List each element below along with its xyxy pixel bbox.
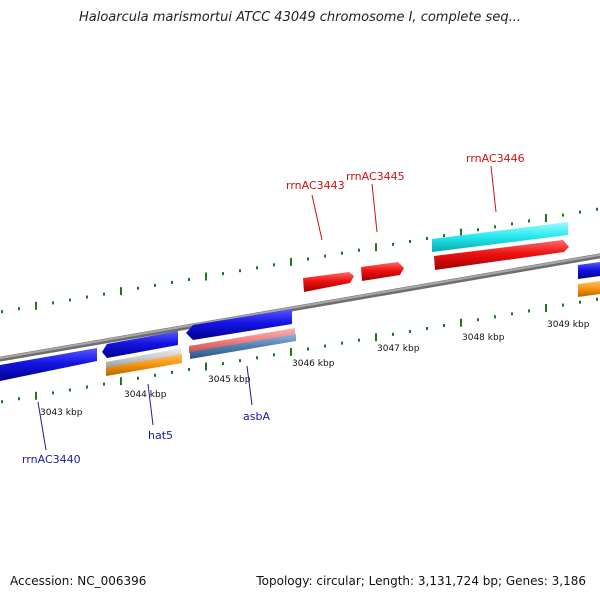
scale-label-3045: 3045 kbp (208, 375, 251, 385)
topology-text: Topology: circular; Length: 3,131,724 bp… (256, 574, 586, 588)
gene-rrnAC3446-arrow[interactable] (434, 240, 569, 270)
forward-strand-features (303, 222, 600, 297)
gene-right-edge-orange-bar[interactable] (578, 281, 600, 297)
gene-labels: rrnAC3440 hat5 asbA rrnAC3443 rrnAC3445 … (22, 152, 525, 466)
label-asbA[interactable]: asbA (243, 410, 270, 423)
scale-label-3046: 3046 kbp (292, 359, 335, 369)
label-rrnAC3446[interactable]: rrnAC3446 (466, 152, 525, 165)
gene-hat5-gray-bar[interactable] (106, 348, 181, 369)
gene-rrnAC3445-arrow[interactable] (361, 262, 404, 281)
gene-hat5-orange-bar[interactable] (106, 354, 182, 376)
gene-rrnAC3440-arrow[interactable] (0, 348, 97, 381)
label-rrnAC3445[interactable]: rrnAC3445 (346, 170, 405, 183)
scale-label-3049: 3049 kbp (547, 320, 590, 330)
scale-label-3044: 3044 kbp (124, 390, 167, 400)
chromosome-backbone (0, 253, 600, 362)
gene-asbA-steel-bar[interactable] (190, 334, 296, 359)
label-hat5[interactable]: hat5 (148, 429, 173, 442)
gene-hat5-blue-arrow[interactable] (102, 331, 178, 358)
leader-hat5 (147, 383, 154, 426)
leader-rrnAC3443 (311, 194, 323, 241)
leader-rrnAC3440 (37, 401, 47, 451)
leader-rrnAC3445 (371, 183, 378, 233)
gene-asbA-salmon-bar[interactable] (189, 328, 295, 353)
reverse-strand-features (0, 309, 296, 381)
scale-label-3047: 3047 kbp (377, 344, 420, 354)
scale-labels: 3043 kbp 3044 kbp 3045 kbp 3046 kbp 3047… (40, 320, 590, 418)
gene-rrnAC3446-cyan-bar[interactable] (432, 222, 568, 252)
leader-rrnAC3446 (490, 165, 497, 213)
gene-rrnAC3443-arrow[interactable] (303, 272, 354, 292)
tick-row-upper (1, 207, 598, 314)
leader-asbA (246, 365, 253, 406)
map-title: Haloarcula marismortui ATCC 43049 chromo… (79, 10, 521, 25)
scale-label-3043: 3043 kbp (40, 408, 83, 418)
accession-text: Accession: NC_006396 (10, 574, 147, 588)
label-rrnAC3443[interactable]: rrnAC3443 (286, 179, 345, 192)
gene-right-edge-blue-arrow[interactable] (578, 262, 600, 279)
tick-row-lower (1, 297, 598, 404)
gene-asbA-blue-arrow[interactable] (186, 309, 292, 340)
scale-label-3048: 3048 kbp (462, 333, 505, 343)
label-leaders (37, 165, 497, 451)
label-rrnAC3440[interactable]: rrnAC3440 (22, 453, 81, 466)
